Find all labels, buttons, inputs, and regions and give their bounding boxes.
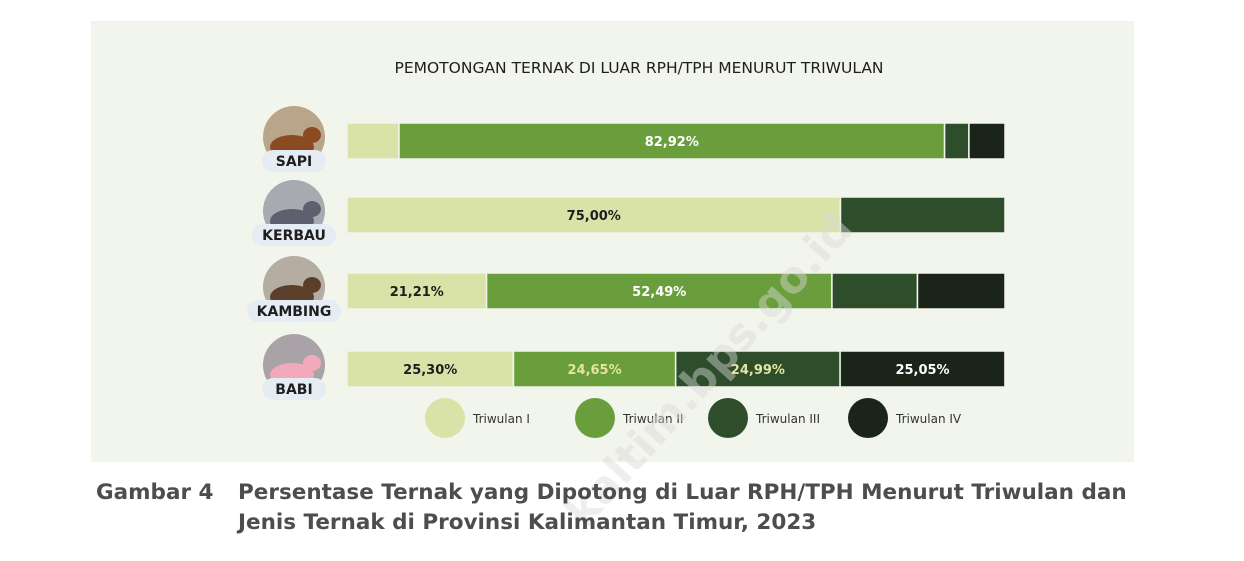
- caption-label: Gambar 4: [96, 480, 214, 505]
- bar-segment: [968, 122, 1006, 160]
- bar-segment: [346, 350, 515, 388]
- bar-segment: [916, 272, 1006, 310]
- data-label: 25,05%: [895, 363, 949, 378]
- bar-segment: [398, 122, 946, 160]
- bar-segment: [346, 122, 400, 160]
- category-pill: [247, 300, 341, 322]
- data-label: 82,92%: [645, 135, 699, 150]
- bar-segment: [346, 272, 488, 310]
- legend-label: Triwulan III: [755, 412, 820, 426]
- data-label: 25,30%: [403, 363, 457, 378]
- legend-swatch: [708, 398, 748, 438]
- bar-segment: [674, 350, 841, 388]
- chart-title: PEMOTONGAN TERNAK DI LUAR RPH/TPH MENURU…: [394, 59, 883, 77]
- legend-label: Triwulan IV: [895, 412, 962, 426]
- data-label: 24,65%: [567, 363, 621, 378]
- legend-item: Triwulan I: [425, 398, 530, 438]
- bar-segment: [839, 196, 1006, 234]
- legend-swatch: [425, 398, 465, 438]
- legend-label: Triwulan II: [622, 412, 683, 426]
- category-pill: [262, 378, 326, 400]
- legend-item: Triwulan II: [575, 398, 683, 438]
- bar-segment: [943, 122, 970, 160]
- data-label: 21,21%: [390, 285, 444, 300]
- caption-text: Persentase Ternak yang Dipotong di Luar …: [238, 480, 1127, 535]
- bar-segment: [831, 272, 919, 310]
- data-label: 75,00%: [567, 209, 621, 224]
- legend-swatch: [575, 398, 615, 438]
- legend-item: Triwulan IV: [848, 398, 962, 438]
- bar-segment: [346, 196, 842, 234]
- category-pill: [262, 150, 326, 172]
- category-pill: [252, 224, 336, 246]
- data-label: 52,49%: [632, 285, 686, 300]
- data-label: 24,99%: [731, 363, 785, 378]
- category-label: KERBAU: [262, 228, 326, 244]
- bar-segment: [839, 350, 1006, 388]
- bar-segment: [485, 272, 833, 310]
- category-label: BABI: [275, 382, 312, 398]
- category-label: KAMBING: [257, 304, 332, 320]
- legend-item: Triwulan III: [708, 398, 820, 438]
- category-label: SAPI: [276, 154, 312, 170]
- legend-label: Triwulan I: [472, 412, 530, 426]
- legend-swatch: [848, 398, 888, 438]
